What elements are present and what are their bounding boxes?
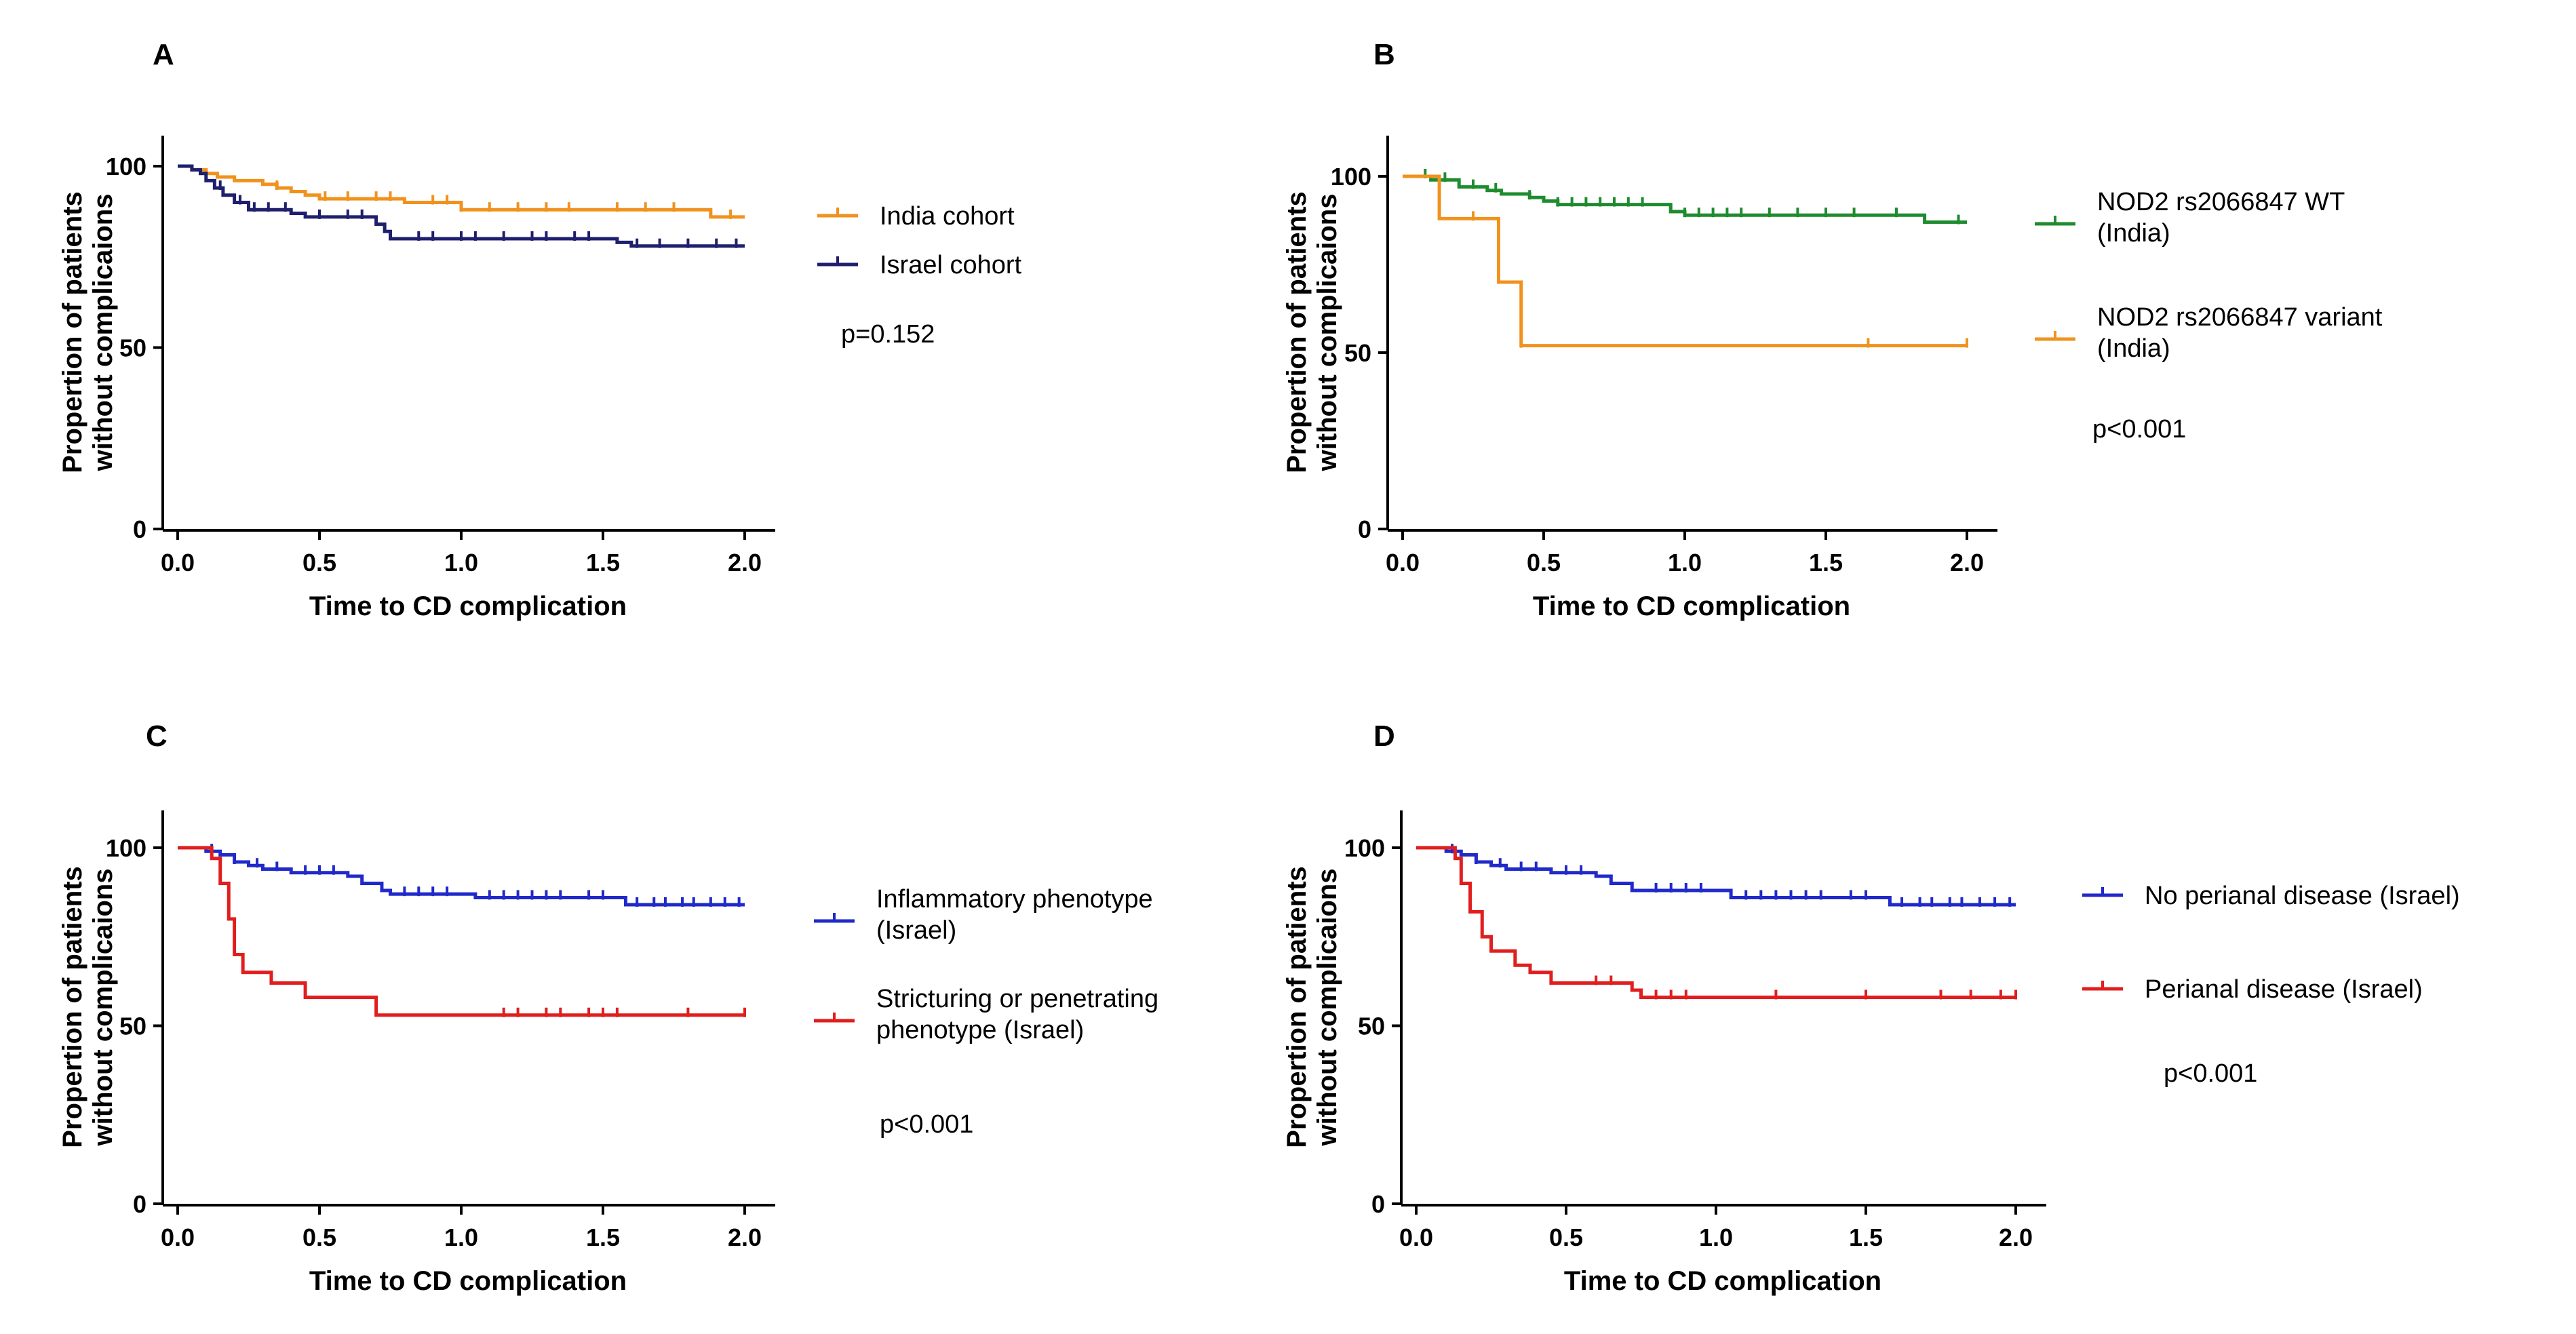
panel-c: C 0 50 100 0.0 0.5 1.0 1.5 2.0 Time to CD complic… bbox=[58, 720, 1158, 1296]
x-tick-label: 2.0 bbox=[1999, 1223, 2033, 1251]
p-value: p<0.001 bbox=[880, 1110, 973, 1139]
y-tick-label: 100 bbox=[1331, 163, 1371, 191]
p-value: p=0.152 bbox=[841, 320, 935, 349]
y-axis-label: without complicaions bbox=[1312, 194, 1342, 472]
km-curve-1 bbox=[1416, 846, 2016, 907]
legend-label: India cohort bbox=[880, 202, 1015, 231]
x-tick-label: 1.5 bbox=[1849, 1223, 1883, 1251]
x-tick-label: 1.0 bbox=[1699, 1223, 1733, 1251]
x-tick-label: 1.0 bbox=[1668, 549, 1702, 576]
y-axis-label: Propertion of patients bbox=[1282, 866, 1312, 1148]
legend-label: (India) bbox=[2097, 334, 2170, 363]
legend-label: Inflammatory phenotype bbox=[876, 885, 1153, 914]
legend-label: NOD2 rs2066847 variant bbox=[2097, 303, 2383, 332]
panel-a: A 0 50 100 0.0 0.5 1.0 1.5 2.0 Time to CD complic… bbox=[58, 38, 1022, 621]
y-tick-label: 100 bbox=[1344, 834, 1385, 862]
x-tick-label: 1.5 bbox=[586, 1223, 620, 1251]
legend-label: phenotype (Israel) bbox=[876, 1016, 1084, 1044]
x-tick-label: 0.0 bbox=[161, 549, 195, 576]
y-axis-label: Propertion of patients bbox=[58, 866, 87, 1148]
x-axis-label: Time to CD complication bbox=[1533, 591, 1850, 621]
y-tick-label: 0 bbox=[133, 515, 147, 543]
y-tick-label: 50 bbox=[1358, 1013, 1385, 1040]
x-tick-label: 0.5 bbox=[1527, 549, 1561, 576]
p-value: p<0.001 bbox=[2092, 415, 2186, 444]
legend-label: No perianal disease (Israel) bbox=[2145, 882, 2460, 910]
legend-label: Perianal disease (Israel) bbox=[2145, 975, 2423, 1004]
x-axis-label: Time to CD complication bbox=[1564, 1266, 1881, 1296]
y-tick-label: 50 bbox=[1344, 339, 1371, 367]
y-tick-label: 100 bbox=[106, 153, 147, 180]
x-tick-label: 2.0 bbox=[1950, 549, 1984, 576]
legend-label: (India) bbox=[2097, 219, 2170, 248]
x-tick-label: 0.0 bbox=[161, 1223, 195, 1251]
p-value: p<0.001 bbox=[2164, 1059, 2257, 1088]
y-tick-label: 50 bbox=[119, 334, 147, 362]
x-tick-label: 0.5 bbox=[1549, 1223, 1583, 1251]
x-axis-label: Time to CD complication bbox=[309, 1266, 627, 1296]
km-curve-2 bbox=[178, 164, 745, 248]
legend-label: (Israel) bbox=[876, 916, 956, 945]
x-tick-label: 2.0 bbox=[728, 1223, 762, 1251]
x-tick-label: 0.0 bbox=[1399, 1223, 1433, 1251]
y-tick-label: 0 bbox=[133, 1190, 147, 1218]
km-curve-2 bbox=[1403, 174, 1967, 348]
y-tick-label: 0 bbox=[1358, 515, 1371, 543]
x-tick-label: 1.5 bbox=[1809, 549, 1843, 576]
legend-label: NOD2 rs2066847 WT bbox=[2097, 188, 2345, 216]
panel-letter: C bbox=[146, 720, 168, 753]
panel-letter: B bbox=[1373, 38, 1395, 71]
panel-letter: A bbox=[153, 38, 174, 71]
y-axis-label: without complicaions bbox=[1312, 869, 1342, 1147]
km-curve-2 bbox=[1416, 846, 2016, 999]
km-curve-1 bbox=[178, 846, 745, 907]
x-tick-label: 1.0 bbox=[444, 549, 478, 576]
legend-label: Israel cohort bbox=[880, 251, 1022, 279]
km-curve-1 bbox=[1403, 174, 1967, 224]
y-tick-label: 100 bbox=[106, 834, 147, 862]
x-tick-label: 1.5 bbox=[586, 549, 620, 576]
y-axis-label: without complicaions bbox=[88, 869, 118, 1147]
panel-letter: D bbox=[1373, 720, 1395, 753]
km-curve-2 bbox=[178, 846, 745, 1017]
panel-b: B 0 50 100 0.0 0.5 1.0 1.5 2.0 Time to CD complic… bbox=[1282, 38, 2383, 621]
x-axis-label: Time to CD complication bbox=[309, 591, 627, 621]
y-axis-label: Propertion of patients bbox=[1282, 191, 1312, 473]
legend-label: Stricturing or penetrating bbox=[876, 985, 1158, 1013]
y-axis-label: Propertion of patients bbox=[58, 191, 87, 473]
y-tick-label: 0 bbox=[1371, 1190, 1385, 1218]
x-tick-label: 0.0 bbox=[1386, 549, 1420, 576]
x-tick-label: 1.0 bbox=[444, 1223, 478, 1251]
x-tick-label: 2.0 bbox=[728, 549, 762, 576]
x-tick-label: 0.5 bbox=[303, 1223, 336, 1251]
y-axis-label: without complicaions bbox=[88, 194, 118, 472]
x-tick-label: 0.5 bbox=[303, 549, 336, 576]
panel-d: D 0 50 100 0.0 0.5 1.0 1.5 2.0 Time to CD complic… bbox=[1282, 720, 2460, 1296]
y-tick-label: 50 bbox=[119, 1013, 147, 1040]
